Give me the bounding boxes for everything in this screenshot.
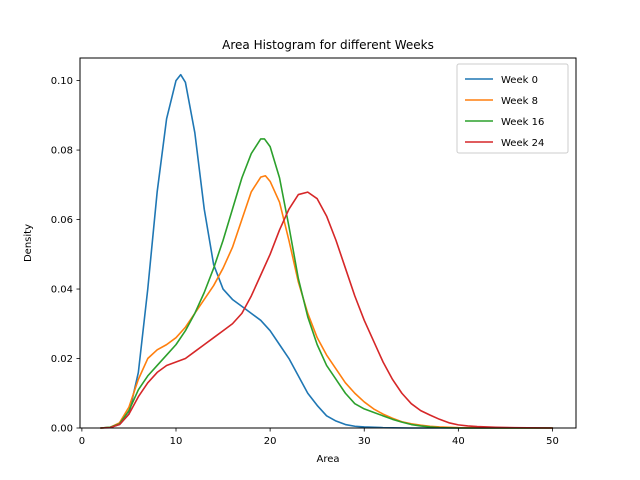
plot-frame [79, 57, 577, 429]
x-axis-label: Area [316, 454, 339, 465]
y-axis: 0.00 0.02 0.04 0.06 0.08 0.10 [51, 76, 80, 435]
legend-label: Week 0 [501, 75, 538, 86]
series-layer [99, 73, 554, 429]
legend-label: Week 16 [501, 117, 544, 128]
x-tick-label: 20 [264, 436, 277, 447]
y-tick-label: 0.02 [51, 354, 73, 365]
y-tick-label: 0.10 [51, 76, 73, 87]
series-line-2 [99, 138, 554, 429]
legend-label: Week 24 [501, 138, 544, 149]
chart-title: Area Histogram for different Weeks [222, 38, 434, 52]
x-axis: 0 10 20 30 40 50 [79, 428, 559, 447]
y-tick-label: 0.06 [51, 215, 73, 226]
legend: Week 0 Week 8 Week 16 Week 24 [456, 63, 569, 154]
x-tick-label: 0 [79, 436, 85, 447]
legend-box [456, 63, 569, 154]
y-tick-label: 0.04 [51, 285, 73, 296]
x-tick-label: 40 [452, 436, 465, 447]
series-line-3 [99, 191, 554, 429]
x-tick-label: 30 [358, 436, 371, 447]
x-tick-label: 50 [546, 436, 559, 447]
y-tick-label: 0.00 [51, 424, 73, 435]
x-tick-label: 10 [170, 436, 183, 447]
y-tick-label: 0.08 [51, 146, 73, 157]
series-line-0 [99, 73, 554, 429]
legend-label: Week 8 [501, 96, 538, 107]
y-axis-label: Density [23, 224, 34, 262]
